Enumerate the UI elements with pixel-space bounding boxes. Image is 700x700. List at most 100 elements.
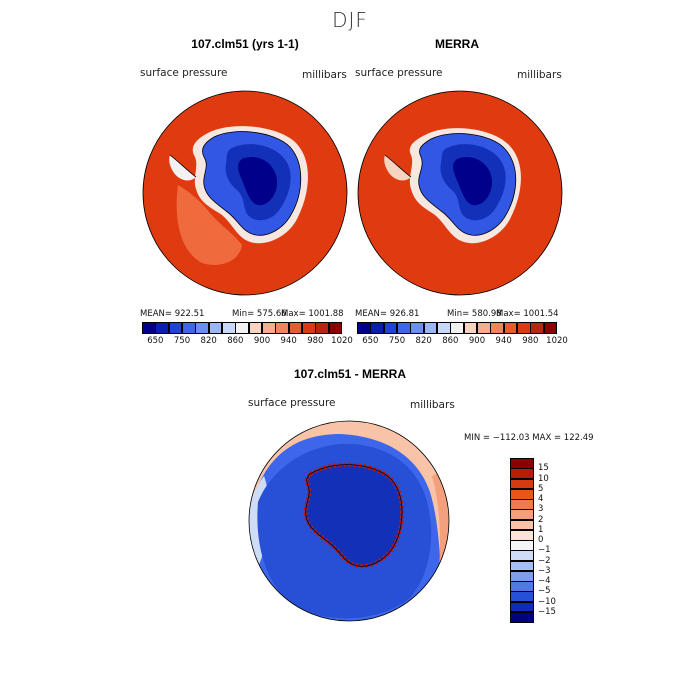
colorbar-swatch (397, 322, 411, 334)
panel-variable-label: surface pressure (140, 67, 228, 79)
colorbar-tick-label: 4 (538, 494, 544, 504)
colorbar-swatch (262, 322, 276, 334)
colorbar-swatch (510, 560, 534, 572)
colorbar-swatch (463, 322, 478, 334)
colorbar-tick-label: 650 (147, 336, 164, 346)
colorbar-tick-label: 1 (538, 524, 544, 535)
colorbar-swatch (302, 322, 316, 334)
colorbar-swatch (530, 322, 545, 334)
colorbar-tick-label: 820 (200, 336, 217, 346)
stats-mean: MEAN= 926.81 (355, 309, 420, 319)
colorbar-model (142, 322, 343, 334)
colorbar-swatch (503, 322, 518, 334)
colorbar-tick-label: 940 (495, 336, 512, 346)
stats-max: Max= 1001.88 (281, 309, 344, 319)
colorbar-difference (510, 458, 534, 623)
colorbar-swatch (208, 322, 223, 334)
colorbar-swatch (510, 591, 534, 602)
stats-max: Max= 1001.54 (496, 309, 559, 319)
colorbar-swatch (510, 611, 534, 623)
map-boundary (142, 90, 348, 296)
colorbar-tick-label: 750 (173, 336, 191, 346)
colorbar-tick-label: 5 (538, 483, 544, 494)
difference-title: 107.clm51 - MERRA (293, 367, 407, 381)
colorbar-tick-label: 1020 (546, 336, 568, 346)
colorbar-swatch (288, 322, 303, 334)
map-coastline (384, 133, 517, 236)
panel-units-label: millibars (302, 69, 347, 81)
colorbar-tick-label: −15 (538, 606, 556, 617)
colorbar-tick-label: 2 (538, 514, 544, 525)
colorbar-swatch (510, 509, 534, 520)
colorbar-tick-label: −3 (538, 565, 551, 576)
colorbar-swatch (517, 322, 531, 334)
colorbar-swatch (357, 322, 371, 334)
colorbar-swatch (437, 322, 451, 334)
colorbar-swatch (423, 322, 438, 334)
panel-title-obs: MERRA (435, 37, 479, 51)
colorbar-swatch (182, 322, 196, 334)
colorbar-tick-label: 860 (442, 336, 459, 346)
colorbar-swatch (510, 570, 534, 582)
map-obs-surface-pressure (357, 90, 563, 296)
colorbar-tick-label: 900 (468, 336, 486, 346)
colorbar-swatch (510, 468, 534, 479)
stats-min: Min= 575.66 (232, 309, 287, 319)
colorbar-tick-label: 820 (415, 336, 432, 346)
colorbar-tick-label: 0 (538, 535, 544, 545)
colorbar-tick-label: 15 (538, 463, 549, 474)
map-coastline (305, 464, 403, 567)
colorbar-tick-label: −5 (538, 586, 551, 597)
colorbar-swatch (510, 478, 534, 490)
map-region-pacific-low (176, 185, 242, 265)
panel-variable-label: surface pressure (355, 67, 443, 79)
colorbar-swatch (410, 322, 425, 334)
colorbar-swatch (450, 322, 465, 334)
stats-min: Min= 580.98 (447, 309, 502, 319)
colorbar-swatch (510, 550, 534, 561)
colorbar-tick-label: 900 (253, 336, 271, 346)
colorbar-swatch (490, 322, 505, 334)
colorbar-swatch (248, 322, 263, 334)
stats-mean: MEAN= 922.51 (140, 309, 205, 319)
colorbar-tick-label: −2 (538, 555, 551, 566)
colorbar-tick-label: −10 (538, 596, 556, 607)
colorbar-swatch (142, 322, 156, 334)
colorbar-swatch (510, 529, 534, 541)
colorbar-obs-labels: 650 750 820 860 900 940 980 1020 (357, 336, 568, 348)
map-coastline (169, 131, 302, 236)
colorbar-swatch (383, 322, 398, 334)
colorbar-tick-label: −4 (538, 576, 551, 586)
colorbar-swatch (510, 488, 534, 500)
season-title: DJF (332, 8, 368, 32)
colorbar-swatch (510, 540, 534, 551)
colorbar-obs (357, 322, 558, 334)
colorbar-swatch (510, 601, 534, 613)
map-region-high-plateau (453, 156, 493, 206)
panel-title-model: 107.clm51 (yrs 1-1) (191, 37, 299, 51)
map-region-high-plateau (238, 156, 278, 206)
map-model-surface-pressure (142, 90, 348, 296)
colorbar-swatch (275, 322, 290, 334)
colorbar-swatch (510, 499, 534, 510)
colorbar-tick-label: −1 (538, 545, 551, 556)
colorbar-tick-label: 980 (522, 336, 539, 346)
map-region-peninsula (384, 155, 411, 181)
difference-stats: MIN = −112.03 MAX = 122.49 (464, 433, 594, 443)
map-boundary (248, 420, 450, 622)
colorbar-tick-label: 650 (362, 336, 379, 346)
colorbar-swatch (510, 458, 534, 469)
colorbar-tick-label: 750 (388, 336, 406, 346)
panel-units-label: millibars (410, 399, 455, 411)
colorbar-swatch (155, 322, 170, 334)
map-boundary (357, 90, 563, 296)
colorbar-swatch (315, 322, 330, 334)
panel-variable-label: surface pressure (248, 397, 336, 409)
colorbar-swatch (195, 322, 210, 334)
colorbar-swatch (477, 322, 491, 334)
colorbar-tick-label: 1020 (331, 336, 353, 346)
colorbar-swatch (222, 322, 236, 334)
colorbar-swatch (510, 581, 534, 592)
map-region-peninsula (169, 155, 196, 181)
colorbar-model-labels: 650 750 820 860 900 940 980 1020 (142, 336, 353, 348)
